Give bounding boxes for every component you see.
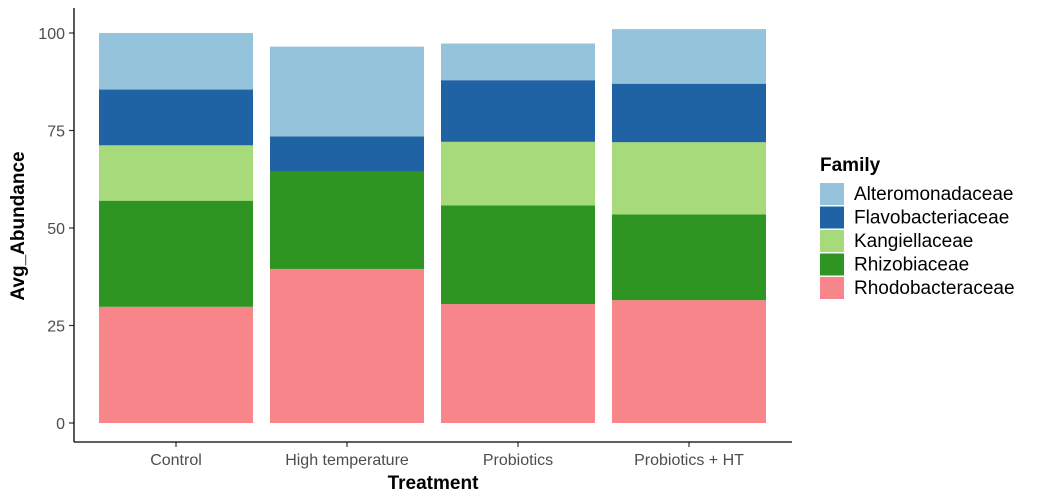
bar-segment-probiotics-ht-flavobacteriaceae	[612, 83, 766, 143]
x-axis-ticks: Control High temperature Probiotics Probiot…	[150, 442, 744, 469]
bar-segment-probiotics-ht-rhodobacteraceae	[612, 300, 766, 423]
bar-segment-probiotics-ht-rhizobiaceae	[612, 214, 766, 301]
bar-segment-high-temperature-alteromonadaceae	[270, 46, 424, 137]
bar-segment-probiotics-flavobacteriaceae	[441, 80, 595, 142]
y-tick-label: 75	[47, 124, 65, 141]
legend-title: Family	[820, 155, 881, 176]
legend-swatch-flavobacteriaceae	[820, 206, 844, 229]
bar-segment-control-rhizobiaceae	[99, 200, 253, 307]
legend-swatch-rhizobiaceae	[820, 253, 844, 276]
bars-layer	[99, 29, 766, 423]
y-tick-label: 0	[56, 416, 65, 433]
y-tick-label: 100	[38, 26, 65, 43]
bar-segment-high-temperature-flavobacteriaceae	[270, 136, 424, 172]
legend-label-flavobacteriaceae: Flavobacteriaceae	[854, 208, 1009, 229]
y-tick-label: 25	[47, 319, 65, 336]
bar-segment-high-temperature-rhodobacteraceae	[270, 268, 424, 423]
bar-segment-probiotics-alteromonadaceae	[441, 43, 595, 81]
bar-segment-high-temperature-rhizobiaceae	[270, 171, 424, 269]
bar-segment-control-flavobacteriaceae	[99, 89, 253, 146]
y-tick-label: 50	[47, 221, 65, 238]
bar-segment-probiotics-kangiellaceae	[441, 141, 595, 206]
legend: Family Alteromonadaceae Flavobacteriaceae…	[820, 155, 1015, 299]
bar-segment-probiotics-rhodobacteraceae	[441, 304, 595, 423]
bar-segment-control-rhodobacteraceae	[99, 306, 253, 423]
y-axis-title: Avg_Abundance	[8, 151, 29, 300]
legend-label-kangiellaceae: Kangiellaceae	[854, 231, 973, 252]
bar-segment-probiotics-ht-kangiellaceae	[612, 142, 766, 215]
x-tick-label: Probiotics + HT	[634, 452, 744, 469]
x-axis-title: Treatment	[388, 473, 479, 494]
legend-swatch-alteromonadaceae	[820, 183, 844, 205]
legend-swatch-kangiellaceae	[820, 230, 844, 252]
bar-segment-probiotics-ht-alteromonadaceae	[612, 29, 766, 84]
legend-label-rhizobiaceae: Rhizobiaceae	[854, 255, 969, 276]
legend-label-alteromonadaceae: Alteromonadaceae	[854, 184, 1014, 205]
y-axis-ticks: 0 25 50 75 100	[38, 26, 74, 433]
bar-segment-probiotics-rhizobiaceae	[441, 205, 595, 305]
legend-swatch-rhodobacteraceae	[820, 277, 844, 299]
legend-label-rhodobacteraceae: Rhodobacteraceae	[854, 278, 1015, 299]
x-tick-label: Probiotics	[483, 452, 553, 469]
x-tick-label: Control	[150, 452, 202, 469]
bar-segment-control-kangiellaceae	[99, 145, 253, 201]
x-tick-label: High temperature	[285, 452, 409, 469]
bar-segment-control-alteromonadaceae	[99, 33, 253, 90]
